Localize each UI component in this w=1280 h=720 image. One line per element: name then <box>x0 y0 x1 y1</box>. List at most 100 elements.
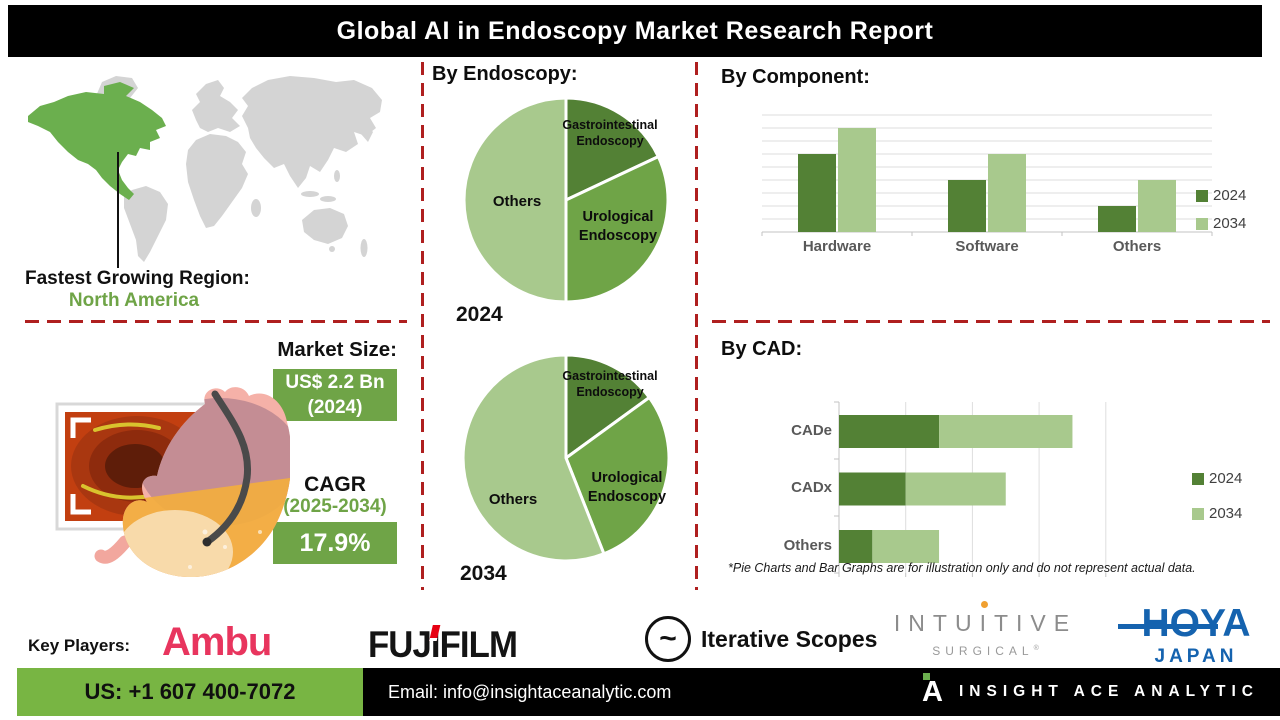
footer-phone-block: US: +1 607 400-7072 <box>17 668 363 716</box>
legend-label-2034: 2034 <box>1213 215 1247 232</box>
key-players-label: Key Players: <box>28 636 131 655</box>
bar-CADx-2024 <box>839 472 906 506</box>
component-chart-svg <box>761 114 1213 236</box>
continent-south-america <box>124 186 168 262</box>
pie-chart-2034 <box>461 353 671 563</box>
cagr-label: CAGR <box>304 473 366 496</box>
bar-Hardware-2034 <box>838 128 876 232</box>
report-title: Global AI in Endoscopy Market Research R… <box>336 16 934 45</box>
pie-slice-endoscopy-2034-1 <box>564 396 671 556</box>
pie-slice-endoscopy-2024-1 <box>564 155 670 304</box>
bar-CADx-2034 <box>905 472 1006 506</box>
hoya-wordmark: HOYA <box>1122 603 1270 645</box>
region-pointer-line <box>117 152 119 268</box>
insight-ace-brand-name: INSIGHT ACE ANALYTIC <box>959 683 1259 700</box>
world-map <box>28 76 382 262</box>
island-madagascar <box>251 199 261 217</box>
by-endoscopy-heading: By Endoscopy: <box>432 63 578 85</box>
category-label-Others: Others <box>783 536 832 554</box>
legend-label-2024: 2024 <box>1209 470 1243 487</box>
divider-vertical-2 <box>695 62 698 590</box>
continent-asia <box>242 76 382 188</box>
bar-Others-2024 <box>1098 206 1136 232</box>
market-size-value-box: US$ 2.2 Bn (2024) <box>273 369 397 421</box>
stomach-endoscopy-illustration <box>55 387 290 578</box>
category-label-Hardware: Hardware <box>802 238 872 255</box>
bar-CADe-2034 <box>939 415 1073 448</box>
bar-Others-2034 <box>872 530 940 563</box>
divider-right-horizontal <box>712 320 1270 323</box>
email-address[interactable]: Email: info@insightaceanalytic.com <box>388 682 672 702</box>
by-component-heading: By Component: <box>721 66 870 88</box>
pie-2034-label-urological: Urological Endoscopy <box>587 470 667 505</box>
island-philippines <box>334 170 340 182</box>
pie-2024-label-others: Others <box>492 193 542 210</box>
hoya-crossbar <box>1118 624 1218 629</box>
legend-label-2024: 2024 <box>1213 187 1247 204</box>
legend-swatch-2034 <box>1196 218 1208 230</box>
pie-slice-endoscopy-2024-2 <box>462 96 568 304</box>
island-indonesia-1 <box>301 191 319 197</box>
island-new-zealand <box>360 239 368 257</box>
pie-2024-label-gastrointestinal: Gastrointestinal Endoscopy <box>562 118 658 149</box>
continent-europe <box>192 80 240 132</box>
endoscope-tip <box>202 537 212 547</box>
legend-swatch-2024 <box>1196 190 1208 202</box>
bar-Others-2024 <box>839 530 873 563</box>
hoya-japan-label: JAPAN <box>1154 645 1238 667</box>
intuitive-surgical-logo: INTUITIVE SURGICAL® <box>893 601 1078 658</box>
cagr-value-box: 17.9% <box>273 522 397 564</box>
pie-2034-label-gastrointestinal: Gastrointestinal Endoscopy <box>562 369 658 400</box>
fastest-growing-region-value: North America <box>68 290 200 311</box>
category-label-Others: Others <box>1112 238 1162 255</box>
insight-ace-logo-mark: A <box>922 673 943 709</box>
continent-africa <box>186 134 248 228</box>
pie-chart-2024 <box>462 96 670 304</box>
cad-bar-chart: CADe CADx Others 2024 2034 <box>750 395 1280 580</box>
iterative-scopes-logo: Iterative Scopes <box>701 626 878 652</box>
legend-label-2034: 2034 <box>1209 505 1243 522</box>
footer-contact-bar: Email: info@insightaceanalytic.com A INS… <box>363 668 1280 716</box>
logo-green-dot <box>923 673 930 680</box>
market-size-heading: Market Size: <box>277 338 397 361</box>
component-bar-chart: Hardware Software Others 2024 2034 <box>750 100 1280 275</box>
hoya-logo: HOYA JAPAN <box>1118 603 1270 668</box>
title-bar: Global AI in Endoscopy Market Research R… <box>8 5 1262 57</box>
divider-left-horizontal <box>25 320 407 323</box>
category-label-CADe: CADe <box>791 421 832 439</box>
category-label-Software: Software <box>955 238 1019 255</box>
pie-2024-label-urological: Urological Endoscopy <box>578 209 658 244</box>
intuitive-orange-dot-i: I <box>979 601 994 636</box>
bar-Others-2034 <box>1138 180 1176 232</box>
market-size-value: US$ 2.2 Bn <box>285 372 385 393</box>
iterative-scopes-wave-icon: ~ <box>645 616 691 662</box>
bar-Software-2034 <box>988 154 1026 232</box>
market-size-value-year: (2024) <box>307 397 363 419</box>
category-label-CADx: CADx <box>791 479 832 496</box>
cad-chart-svg <box>834 401 1107 577</box>
endoscope-tube <box>203 390 252 546</box>
bar-Software-2024 <box>948 180 986 232</box>
legend-swatch-2024 <box>1192 473 1204 485</box>
bar-Hardware-2024 <box>798 154 836 232</box>
fujifilm-logo: FUJIFILM <box>368 624 518 665</box>
cagr-period: (2025-2034) <box>283 496 387 517</box>
continent-australia <box>302 208 348 244</box>
region-north-america-highlight <box>28 82 166 200</box>
island-japan <box>361 124 373 142</box>
ambu-logo: Ambu <box>162 620 272 664</box>
fujifilm-red-accent-i: I <box>430 624 441 665</box>
phone-number: US: +1 607 400-7072 <box>84 679 296 704</box>
fastest-growing-region-label: Fastest Growing Region: <box>25 268 250 289</box>
pie-slice-endoscopy-2024-0 <box>564 96 660 202</box>
intuitive-wordmark: INTUITIVE <box>893 601 1078 636</box>
island-indonesia-2 <box>320 196 336 202</box>
pie-2024-year-label: 2024 <box>456 303 503 326</box>
pie-2034-label-others: Others <box>488 491 538 508</box>
pie-2034-year-label: 2034 <box>460 562 507 585</box>
pie-slice-endoscopy-2034-0 <box>564 353 651 460</box>
by-cad-heading: By CAD: <box>721 338 803 360</box>
surgical-wordmark: SURGICAL® <box>932 644 1039 658</box>
island-tasmania <box>329 246 335 252</box>
